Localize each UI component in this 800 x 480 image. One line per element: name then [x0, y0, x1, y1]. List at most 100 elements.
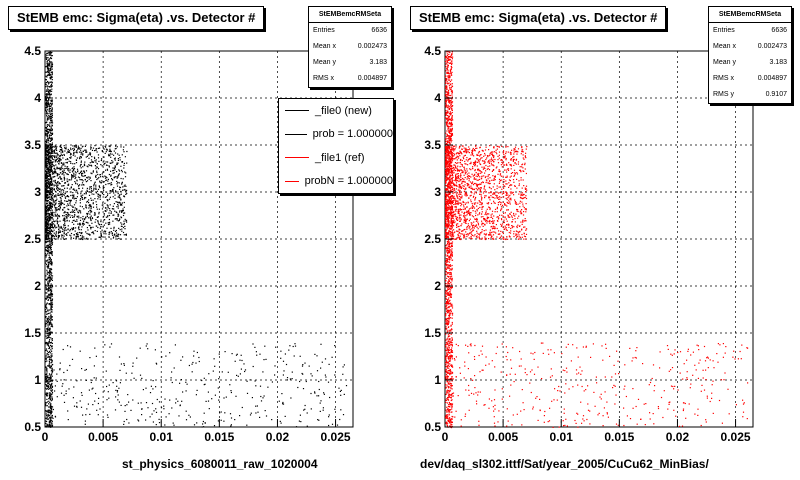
data-point [450, 384, 452, 387]
data-point [448, 386, 450, 388]
data-point [107, 199, 109, 201]
data-point [446, 138, 448, 140]
data-point [89, 357, 91, 359]
data-point [449, 185, 451, 187]
data-point [82, 180, 84, 182]
data-point [147, 348, 149, 350]
data-point [117, 158, 119, 160]
data-point [47, 132, 49, 134]
data-point [45, 322, 47, 325]
data-point [448, 347, 450, 349]
data-point [450, 130, 452, 133]
data-point [80, 160, 82, 162]
data-point [311, 375, 313, 377]
data-point [48, 400, 50, 402]
data-point [445, 305, 447, 307]
data-point [118, 233, 120, 236]
data-point [448, 317, 450, 319]
data-point [96, 208, 98, 210]
data-point [207, 400, 210, 402]
data-point [48, 158, 50, 160]
data-point [451, 303, 453, 305]
data-point [48, 398, 50, 400]
data-point [255, 412, 257, 414]
data-point [445, 85, 448, 87]
data-point [58, 187, 60, 189]
data-point [48, 403, 50, 405]
data-point [262, 397, 264, 399]
data-point [119, 369, 121, 371]
data-point [108, 150, 110, 152]
data-point [280, 350, 282, 352]
data-point [107, 215, 109, 217]
data-point [73, 188, 75, 190]
data-point [447, 341, 449, 343]
data-point [182, 356, 184, 358]
data-point [69, 202, 71, 204]
data-point [86, 227, 88, 229]
y-tick-label: 3 [34, 185, 41, 199]
data-point [450, 90, 452, 93]
data-point [68, 209, 70, 211]
data-point [449, 425, 451, 427]
data-point [448, 340, 450, 342]
data-point [451, 350, 453, 352]
data-point [75, 232, 77, 235]
data-point [47, 73, 49, 75]
data-point [106, 385, 108, 388]
data-point [243, 363, 245, 365]
data-point [45, 216, 47, 218]
data-point [90, 164, 92, 166]
data-point [50, 170, 53, 172]
data-point [47, 209, 49, 211]
data-point [47, 175, 49, 177]
data-point [50, 233, 52, 235]
data-point [45, 376, 47, 378]
data-point [51, 227, 53, 229]
data-point [102, 171, 104, 174]
data-point [45, 86, 47, 88]
data-point [51, 355, 53, 357]
data-point [68, 388, 70, 390]
data-point [445, 284, 447, 286]
data-point [451, 71, 453, 73]
data-point [102, 175, 104, 177]
data-point [85, 206, 87, 208]
data-point [47, 104, 49, 106]
data-point [98, 213, 100, 215]
data-point [101, 150, 103, 152]
data-point [92, 226, 94, 228]
data-point [45, 203, 48, 205]
data-point [72, 192, 74, 194]
data-point [50, 229, 52, 231]
data-point [59, 230, 61, 232]
data-point [48, 59, 50, 61]
data-point [105, 148, 107, 150]
data-point [108, 145, 110, 147]
data-point [48, 315, 50, 318]
data-point [46, 266, 48, 268]
data-point [64, 196, 66, 198]
data-point [48, 329, 50, 332]
data-point [100, 219, 102, 221]
data-point [448, 99, 451, 101]
data-point [121, 182, 123, 184]
data-point [102, 225, 104, 227]
data-point [51, 339, 53, 341]
data-point [49, 176, 51, 178]
data-point [117, 196, 119, 198]
data-point [123, 201, 125, 204]
data-point [48, 235, 50, 238]
data-point [48, 412, 50, 414]
data-point [86, 408, 88, 410]
data-point [51, 79, 53, 81]
data-point [218, 399, 220, 401]
data-point [445, 81, 447, 83]
data-point [59, 196, 61, 199]
data-point [73, 237, 75, 239]
data-point [116, 201, 118, 203]
data-point [239, 415, 241, 417]
data-point [451, 208, 453, 210]
data-point [60, 152, 62, 154]
data-point [448, 117, 450, 119]
